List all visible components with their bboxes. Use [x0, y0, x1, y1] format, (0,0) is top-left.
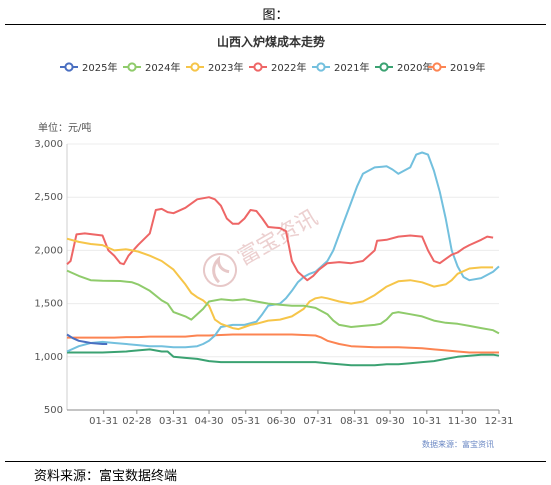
series-line-2020年 — [67, 348, 500, 367]
x-tick-label: 09-30 — [376, 416, 405, 427]
y-tick-label: 1,000 — [34, 352, 63, 363]
x-tick-label: 11-30 — [448, 416, 477, 427]
series-line-2023年 — [66, 237, 494, 331]
x-tick-label: 01-31 — [89, 416, 118, 427]
legend-item[interactable]: 2020年 — [375, 61, 432, 74]
series-line-2019年 — [67, 333, 499, 354]
chart-title: 山西入炉煤成本走势 — [217, 34, 325, 49]
x-tick-label: 02-28 — [122, 416, 151, 427]
x-tick-label: 03-31 — [159, 416, 188, 427]
y-tick-label: 1,500 — [34, 299, 63, 310]
series-line-2025年 — [66, 333, 108, 345]
legend-swatch-marker — [127, 62, 137, 72]
legend-item[interactable]: 2025年 — [60, 61, 117, 74]
y-tick-label: 3,000 — [34, 139, 63, 150]
series-line-2021年 — [66, 151, 500, 353]
x-tick-label: 10-31 — [412, 416, 441, 427]
legend-label: 2019年 — [450, 61, 485, 74]
legend-label: 2025年 — [82, 61, 117, 74]
legend-label: 2024年 — [145, 61, 180, 74]
legend-swatch-marker — [64, 62, 74, 72]
legend-label: 2021年 — [334, 61, 369, 74]
unit-label: 单位：元/吨 — [38, 121, 91, 134]
legend-item[interactable]: 2023年 — [186, 61, 243, 74]
y-tick-label: 2,500 — [34, 192, 63, 203]
x-tick-label: 12-31 — [484, 416, 513, 427]
x-tick-label: 05-31 — [231, 416, 260, 427]
legend-swatch-marker — [190, 62, 200, 72]
legend-swatch-marker — [253, 62, 263, 72]
legend-item[interactable]: 2024年 — [123, 61, 180, 74]
source-note: 资料来源：富宝数据终端 — [34, 469, 178, 484]
series-line-2022年 — [66, 196, 494, 282]
legend-label: 2020年 — [397, 61, 432, 74]
legend: 2025年 2024年 2023年 2022年 2021年 2020年 2019年 — [60, 61, 485, 74]
data-source-label: 数据来源：富宝资讯 — [422, 439, 494, 449]
legend-item[interactable]: 2022年 — [249, 61, 306, 74]
legend-item[interactable]: 2019年 — [428, 61, 485, 74]
x-tick-label: 07-31 — [303, 416, 332, 427]
bottom-rule — [5, 461, 546, 462]
x-tick-label: 06-30 — [267, 416, 296, 427]
legend-swatch-marker — [316, 62, 326, 72]
series-line-2024年 — [66, 269, 500, 335]
y-tick-label: 500 — [44, 405, 63, 416]
y-axis: 500 1,000 1,500 2,000 2,500 3,000 — [34, 139, 68, 416]
grid-lines — [67, 143, 499, 411]
series-lines — [66, 151, 500, 367]
legend-label: 2023年 — [208, 61, 243, 74]
y-tick-label: 2,000 — [34, 245, 63, 256]
legend-label: 2022年 — [271, 61, 306, 74]
figure-label: 图： — [262, 8, 289, 23]
x-tick-label: 08-31 — [340, 416, 369, 427]
x-tick-label: 04-30 — [194, 416, 223, 427]
legend-item[interactable]: 2021年 — [312, 61, 369, 74]
legend-swatch-marker — [379, 62, 389, 72]
top-rule — [5, 24, 546, 25]
legend-swatch-marker — [432, 62, 442, 72]
x-axis: 01-31 02-28 03-31 04-30 05-31 06-30 07-31 08-31… — [67, 409, 514, 427]
